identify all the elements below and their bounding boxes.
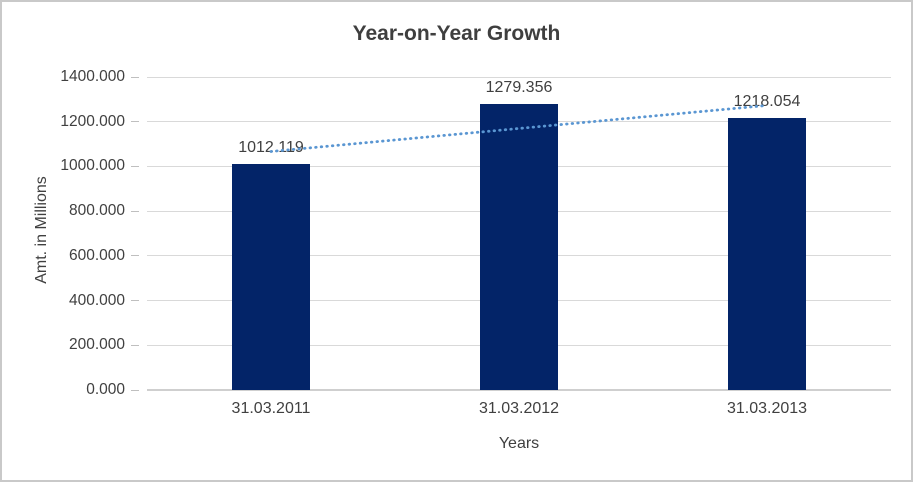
y-axis-tick-label: 1200.000: [60, 112, 125, 130]
y-axis-title: Amt. in Millions: [33, 176, 50, 284]
y-axis-tick-label: 1000.000: [60, 157, 125, 175]
y-axis-tick: [131, 76, 139, 78]
x-axis-title: Years: [498, 435, 540, 452]
y-axis-tick: [131, 389, 139, 391]
bar-31.03.2011: [232, 163, 310, 390]
y-axis-tick: [131, 165, 139, 167]
y-axis-tick-label: 200.000: [68, 336, 125, 354]
bar-value-label: 1218.054: [733, 92, 801, 110]
y-axis-tick: [131, 210, 139, 212]
y-axis-tick: [131, 255, 139, 257]
y-axis-tick-label: 400.000: [68, 291, 125, 309]
y-axis-tick: [131, 121, 139, 123]
x-axis-category-label: 31.03.2012: [478, 400, 560, 417]
y-axis-tick-label: 0.000: [86, 381, 125, 398]
y-axis-tick: [131, 344, 139, 346]
y-axis-tick-label: 1400.000: [60, 68, 125, 85]
x-axis-line: [147, 389, 891, 391]
bar-value-label: 1279.356: [485, 78, 553, 96]
y-axis-tick-label: 800.000: [68, 202, 125, 220]
y-axis-tick-label: 600.000: [68, 246, 125, 264]
bar-31.03.2013: [728, 117, 806, 390]
x-axis-category-label: 31.03.2013: [726, 400, 808, 417]
chart-title: Year-on-Year Growth: [352, 22, 561, 45]
bar-value-label: 1012.119: [238, 138, 304, 156]
gridline: [147, 76, 891, 78]
y-axis-tick: [131, 300, 139, 302]
bar-31.03.2012: [480, 103, 558, 390]
x-axis-category-label: 31.03.2011: [231, 400, 311, 417]
